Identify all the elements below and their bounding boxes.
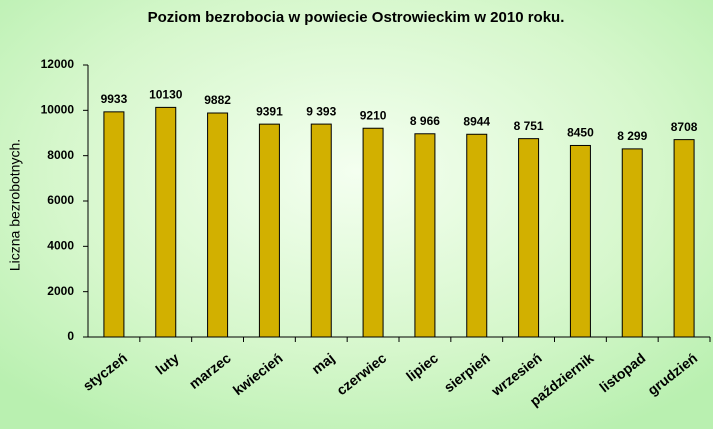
y-tick-label: 6000	[47, 193, 74, 207]
value-label: 8 299	[617, 129, 647, 143]
y-tick-label: 8000	[47, 148, 74, 162]
value-label: 9391	[256, 104, 283, 118]
value-label: 9933	[101, 92, 128, 106]
y-tick-label: 12000	[41, 57, 75, 71]
value-label: 9882	[204, 93, 231, 107]
bar	[362, 127, 384, 338]
y-tick-label: 0	[67, 329, 74, 343]
bar	[155, 106, 177, 338]
y-axis-label: Liczna bezrobotnych.	[7, 139, 23, 271]
bar	[673, 139, 695, 338]
chart-title: Poziom bezrobocia w powiecie Ostrowiecki…	[148, 9, 565, 26]
y-tick-label: 4000	[47, 239, 74, 253]
bar	[103, 111, 125, 338]
value-label: 8 966	[410, 114, 440, 128]
bar	[207, 112, 229, 338]
bar	[466, 133, 488, 338]
bar	[621, 148, 643, 338]
bar	[569, 144, 591, 338]
bar	[414, 133, 436, 338]
bar	[518, 138, 540, 338]
value-label: 8450	[567, 126, 594, 140]
y-tick-label: 2000	[47, 284, 74, 298]
value-label: 8944	[463, 114, 490, 128]
bar	[310, 123, 332, 338]
value-label: 8708	[671, 120, 698, 134]
value-label: 10130	[149, 88, 183, 102]
y-tick-label: 10000	[41, 103, 75, 117]
bar	[258, 123, 280, 338]
value-label: 9210	[360, 108, 387, 122]
value-label: 8 751	[514, 119, 544, 133]
value-label: 9 393	[306, 104, 336, 118]
